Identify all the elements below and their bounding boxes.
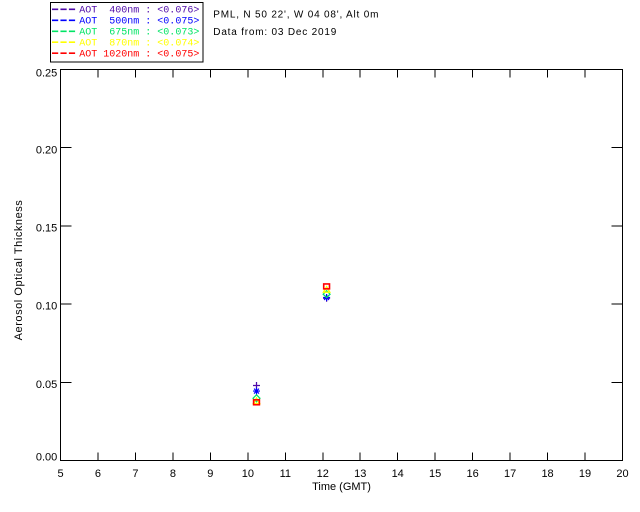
svg-text:AOT 1020nm : <0.075>: AOT 1020nm : <0.075> [79, 49, 199, 60]
svg-text:15: 15 [429, 468, 441, 480]
svg-text:PML, N 50 22', W 04 08', Alt 0: PML, N 50 22', W 04 08', Alt 0m [213, 9, 379, 20]
svg-text:Aerosol Optical Thickness: Aerosol Optical Thickness [13, 200, 25, 341]
svg-text:AOT 675nm : <0.073>: AOT 675nm : <0.073> [79, 28, 199, 39]
svg-text:13: 13 [354, 468, 366, 480]
svg-text:0.20: 0.20 [36, 144, 57, 156]
svg-text:0.10: 0.10 [36, 301, 57, 313]
svg-text:AOT 500nm : <0.075>: AOT 500nm : <0.075> [79, 17, 199, 28]
svg-text:Time (GMT): Time (GMT) [312, 481, 371, 493]
svg-text:12: 12 [317, 468, 329, 480]
svg-text:20: 20 [616, 468, 628, 480]
svg-text:16: 16 [467, 468, 479, 480]
svg-text:0.05: 0.05 [36, 379, 57, 391]
svg-text:17: 17 [504, 468, 516, 480]
svg-text:0.00: 0.00 [36, 452, 57, 464]
svg-text:10: 10 [242, 468, 254, 480]
svg-text:0.25: 0.25 [36, 68, 57, 80]
svg-text:14: 14 [392, 468, 404, 480]
svg-text:9: 9 [207, 468, 213, 480]
svg-text:AOT 870nm : <0.074>: AOT 870nm : <0.074> [79, 38, 199, 49]
svg-text:0.15: 0.15 [36, 223, 57, 235]
svg-text:8: 8 [170, 468, 176, 480]
svg-text:19: 19 [579, 468, 591, 480]
svg-text:5: 5 [57, 468, 63, 480]
svg-text:11: 11 [280, 468, 291, 480]
svg-text:18: 18 [541, 468, 553, 480]
svg-text:Data from: 03 Dec 2019: Data from: 03 Dec 2019 [213, 27, 337, 38]
svg-text:AOT 400nm : <0.076>: AOT 400nm : <0.076> [79, 6, 199, 17]
svg-text:6: 6 [95, 468, 101, 480]
svg-text:7: 7 [132, 468, 138, 480]
